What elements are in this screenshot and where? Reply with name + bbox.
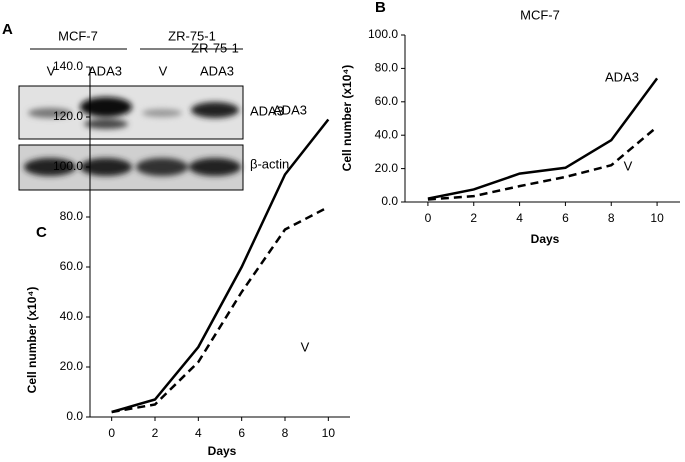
y-tick-label: 80.0 xyxy=(60,209,84,223)
y-axis-label: Cell number (x10⁴) xyxy=(25,287,39,394)
y-tick-label: 40.0 xyxy=(375,127,399,141)
x-tick-label: 10 xyxy=(322,426,336,440)
lane-label: ADA3 xyxy=(200,63,234,78)
y-tick-label: 40.0 xyxy=(60,309,84,323)
line-chart: C ZR-75-1 Days Cell number (x10⁴) 0.0 20.0 40.… xyxy=(25,40,350,458)
x-tick-label: 2 xyxy=(470,211,477,225)
y-tick-label: 0.0 xyxy=(381,194,398,208)
x-tick-label: 4 xyxy=(195,426,202,440)
series-line xyxy=(111,205,329,414)
series-label: ADA3 xyxy=(605,69,639,84)
y-tick-label: 20.0 xyxy=(375,161,399,175)
series-line xyxy=(427,77,659,200)
lane-label: ADA3 xyxy=(88,63,122,78)
y-tick-label: 20.0 xyxy=(60,359,84,373)
y-tick-label: 100.0 xyxy=(53,159,83,173)
y-axis-label: Cell number (x10⁴) xyxy=(340,65,354,172)
row-label: ADA3 xyxy=(250,103,284,118)
series-label: V xyxy=(301,339,310,354)
x-tick-label: 8 xyxy=(608,211,615,225)
y-tick-label: 80.0 xyxy=(375,61,399,75)
panel-label: A xyxy=(2,21,13,38)
x-axis-label: Days xyxy=(208,444,237,458)
y-tick-label: 0.0 xyxy=(66,409,83,423)
bands xyxy=(28,97,239,129)
x-tick-label: 2 xyxy=(152,426,159,440)
x-tick-label: 0 xyxy=(425,211,432,225)
x-tick-label: 4 xyxy=(516,211,523,225)
row-label: β-actin xyxy=(250,156,289,171)
series-line xyxy=(427,125,658,201)
y-tick-label: 60.0 xyxy=(60,259,84,273)
y-tick-label: 100.0 xyxy=(368,27,398,41)
y-tick-label: 120.0 xyxy=(53,109,83,123)
series-label: ADA3 xyxy=(273,102,307,117)
y-tick-label: 60.0 xyxy=(375,94,399,108)
x-tick-label: 10 xyxy=(650,211,664,225)
x-axis-label: Days xyxy=(531,232,560,246)
y-tick-label: 140.0 xyxy=(53,59,83,73)
x-tick-label: 6 xyxy=(562,211,569,225)
series-line xyxy=(111,118,330,414)
x-tick-label: 6 xyxy=(238,426,245,440)
lane-label: V xyxy=(47,63,56,78)
blot-panel: A MCF-7 ZR-75-1 V ADA3 V ADA3 ADA3 β-act… xyxy=(2,21,289,191)
x-tick-label: 0 xyxy=(108,426,115,440)
chart-title: ZR-75-1 xyxy=(191,40,239,55)
chart-title: MCF-7 xyxy=(520,7,560,22)
series-label: V xyxy=(624,158,633,173)
bands xyxy=(24,158,241,176)
panel-label: C xyxy=(36,224,47,241)
panel-label: B xyxy=(375,0,386,16)
group-label: ZR-75-1 xyxy=(168,28,216,43)
x-tick-label: 8 xyxy=(282,426,289,440)
line-chart: B MCF-7 Days Cell number (x10⁴) 0.0 20.0 40.0 6… xyxy=(340,0,680,246)
group-label: MCF-7 xyxy=(58,28,98,43)
lane-label: V xyxy=(159,63,168,78)
